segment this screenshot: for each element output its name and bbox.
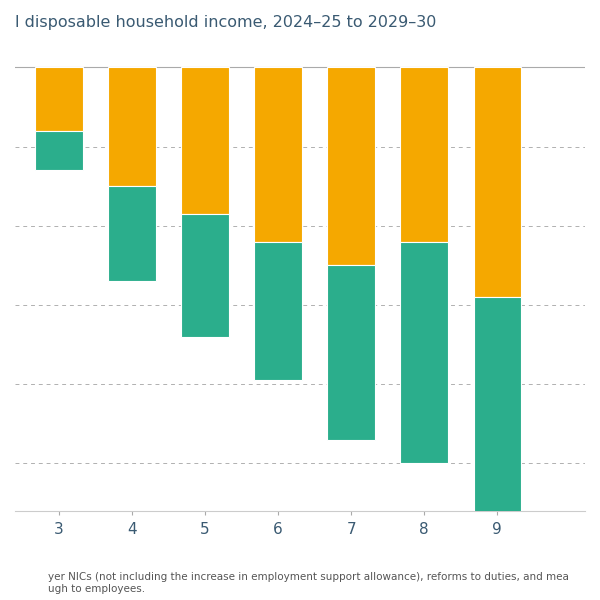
Bar: [254, 242, 302, 380]
Text: l disposable household income, 2024–25 to 2029–30: l disposable household income, 2024–25 t…: [15, 15, 436, 30]
Bar: [400, 67, 448, 242]
Bar: [181, 67, 229, 214]
Bar: [35, 131, 83, 170]
Bar: [108, 67, 155, 186]
Bar: [108, 186, 155, 281]
Bar: [35, 67, 83, 131]
Bar: [328, 67, 375, 265]
Bar: [473, 67, 521, 297]
Bar: [328, 265, 375, 440]
Bar: [400, 242, 448, 463]
Bar: [473, 297, 521, 600]
Bar: [181, 214, 229, 337]
Bar: [254, 67, 302, 242]
Text: yer NICs (not including the increase in employment support allowance), reforms t: yer NICs (not including the increase in …: [48, 572, 569, 594]
